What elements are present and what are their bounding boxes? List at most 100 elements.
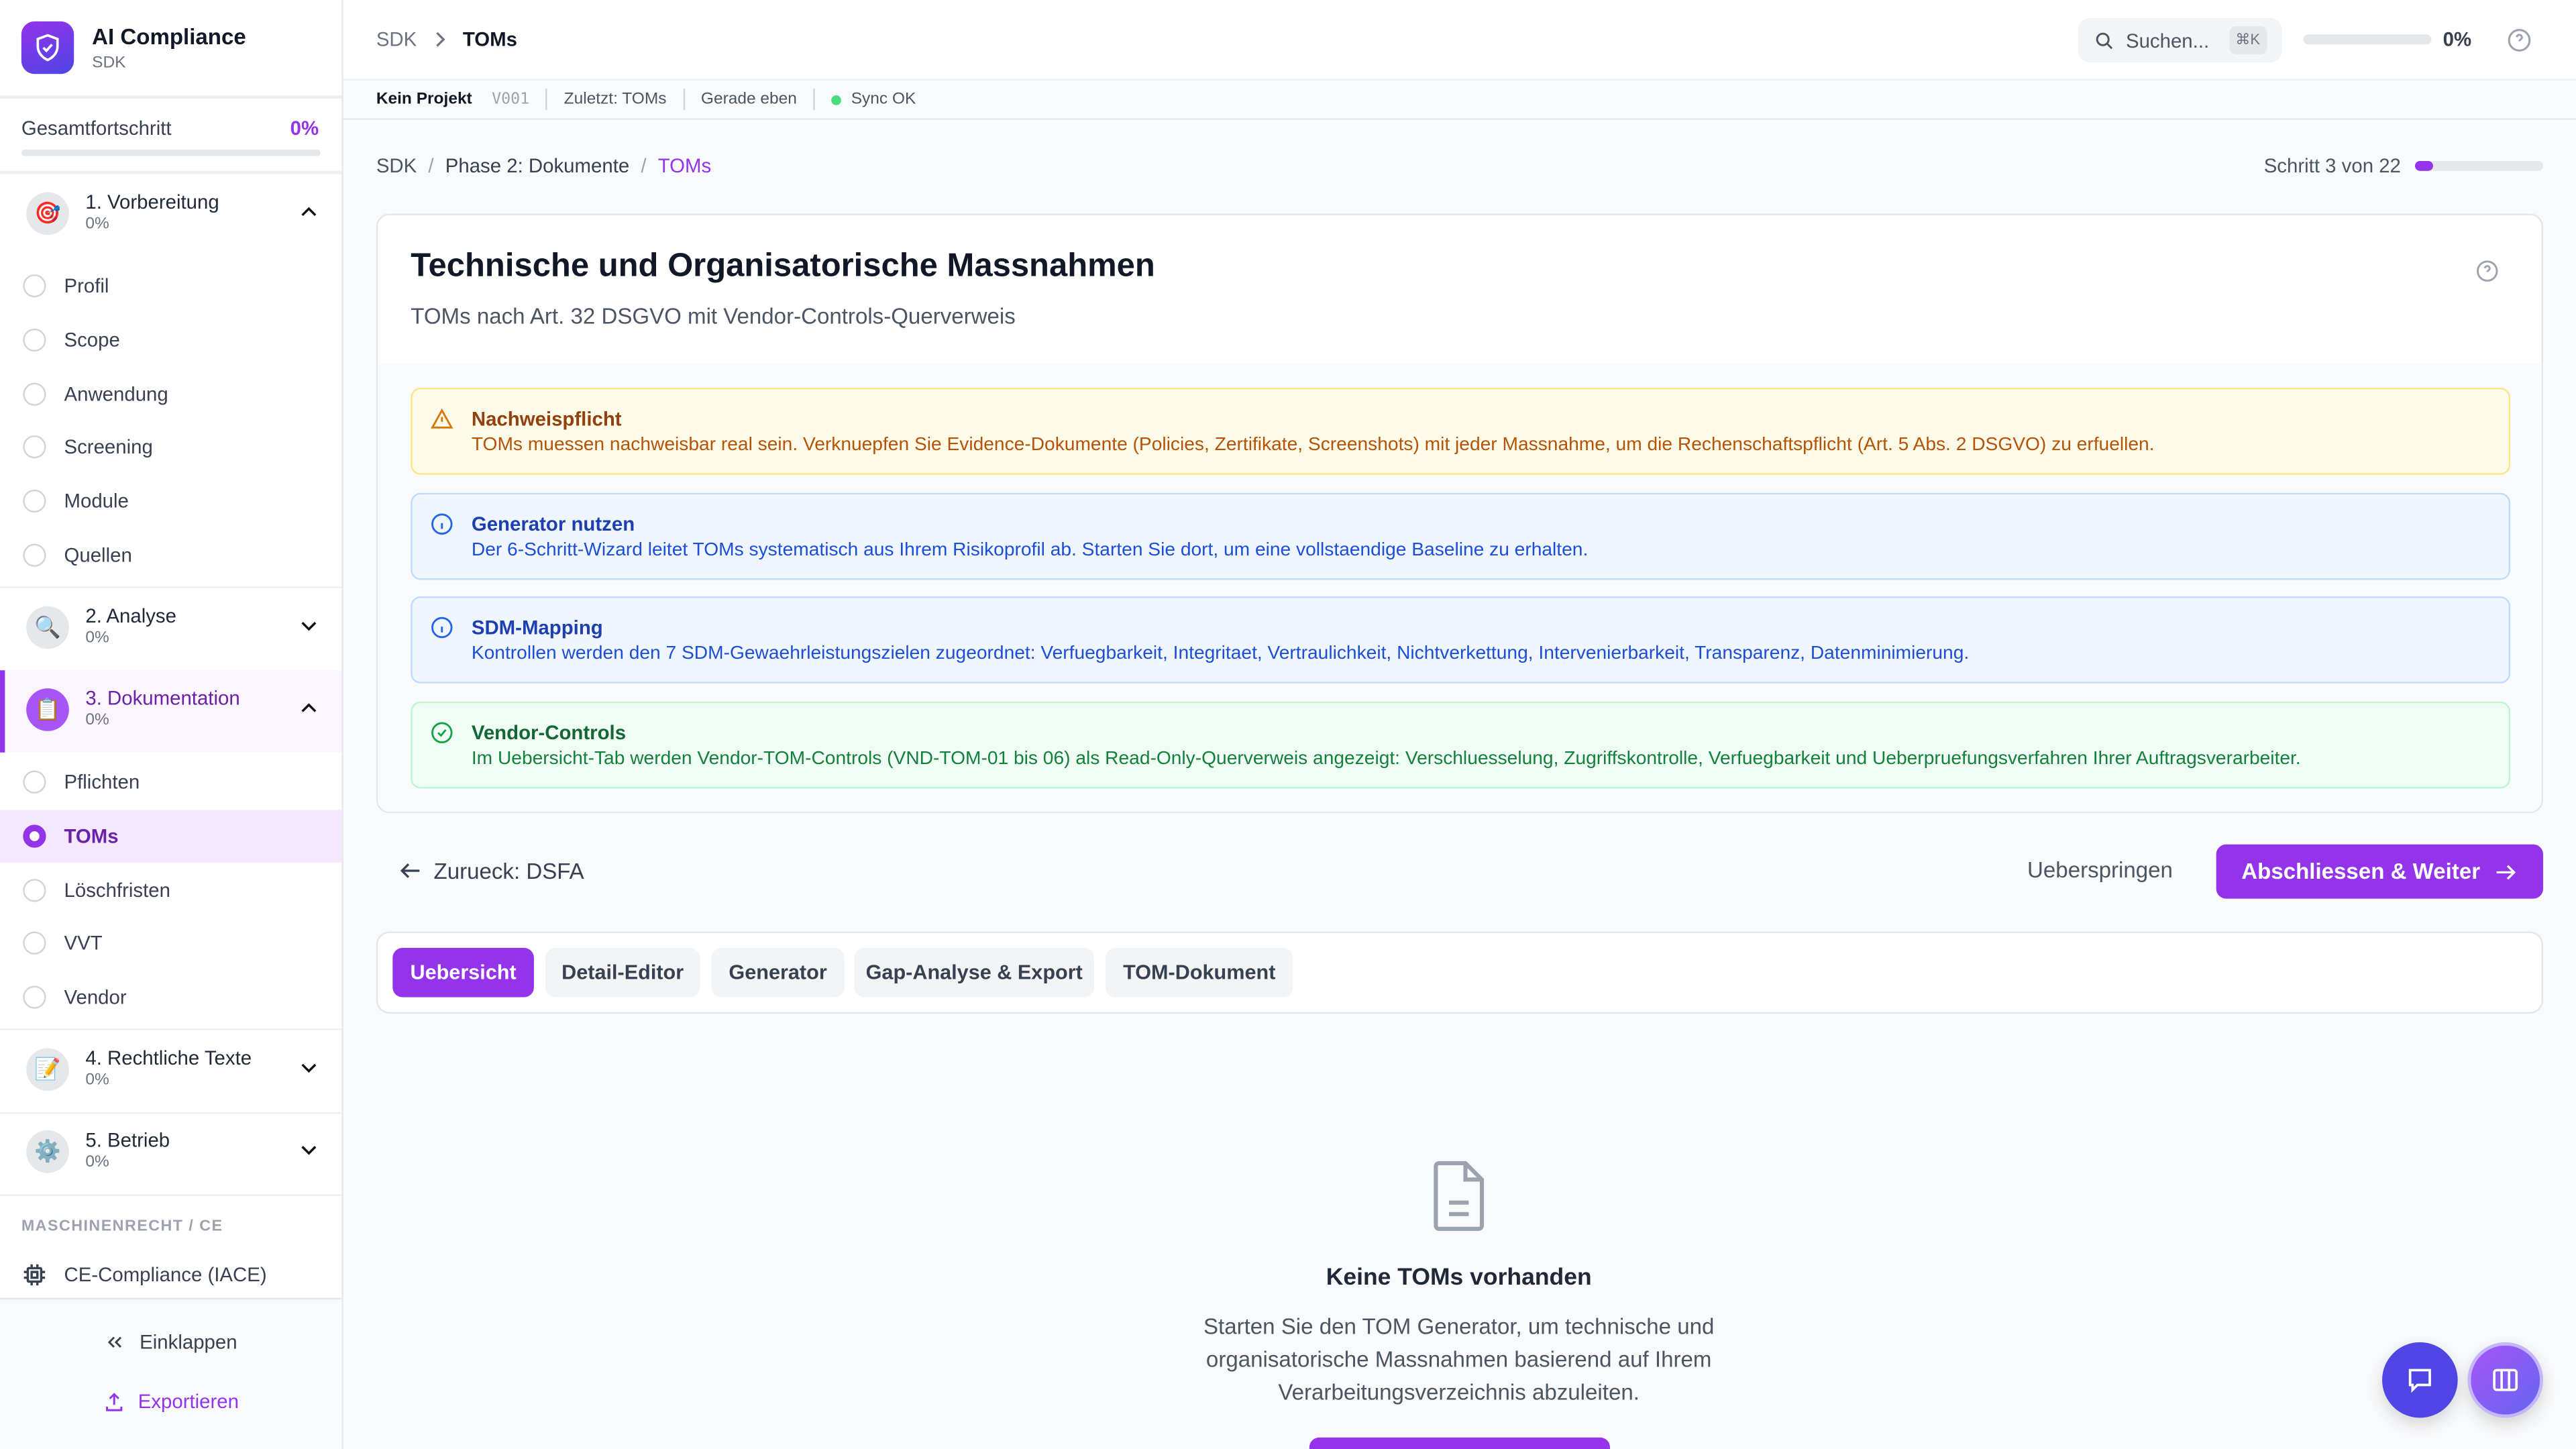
radio-icon: [23, 770, 46, 794]
chevron-up-icon: [301, 703, 317, 712]
chat-button[interactable]: [2382, 1342, 2458, 1418]
chat-icon: [2408, 1368, 2431, 1393]
collapse-button[interactable]: Einklappen: [103, 1331, 237, 1354]
tab-uebersicht[interactable]: Uebersicht: [392, 948, 534, 998]
group-label: MASCHINENRECHT / CE: [21, 1217, 223, 1236]
section-betrieb[interactable]: ⚙️ 5. Betrieb 0%: [0, 1112, 341, 1194]
app-subtitle: SDK: [92, 54, 126, 72]
sync-status: Sync OK: [851, 90, 916, 109]
chevron-right-icon: [435, 32, 445, 47]
overall-progress-bar: [21, 149, 321, 156]
back-label: Zurueck: DSFA: [433, 858, 584, 883]
app-title: AI Compliance: [92, 24, 246, 50]
search-icon: [2096, 32, 2113, 49]
section-label: 4. Rechtliche Texte: [85, 1046, 252, 1070]
search-input[interactable]: Suchen... ⌘K: [2078, 17, 2282, 63]
section-label: 5. Betrieb: [85, 1128, 170, 1152]
section-rechtliche-texte[interactable]: 📝 4. Rechtliche Texte 0%: [0, 1030, 341, 1112]
nav-item-label: VVT: [64, 931, 103, 955]
page-subtitle: TOMs nach Art. 32 DSGVO mit Vendor-Contr…: [411, 304, 1016, 329]
gear-icon: ⚙️: [26, 1130, 69, 1173]
section-progress: 0%: [85, 215, 109, 233]
chip-icon: [23, 1264, 46, 1286]
nav-item-module[interactable]: Module: [0, 475, 341, 527]
alert-text: TOMs muessen nachweisbar real sein. Verk…: [471, 435, 2155, 455]
section-label: 1. Vorbereitung: [85, 191, 219, 214]
warning-icon: [431, 408, 453, 429]
export-label: Exportieren: [138, 1389, 239, 1413]
section-dokumentation[interactable]: 📋 3. Dokumentation 0%: [0, 670, 342, 753]
nav-item-toms[interactable]: TOMs: [0, 810, 342, 863]
clipboard-icon: 📋: [26, 688, 69, 731]
breadcrumb-sdk[interactable]: SDK: [376, 154, 417, 178]
export-button[interactable]: Exportieren: [103, 1390, 239, 1413]
chevron-down-icon: [301, 621, 317, 631]
empty-text-line: Verarbeitungsverzeichnis abzuleiten.: [1278, 1380, 1640, 1405]
shortcut-badge: ⌘K: [2229, 26, 2267, 54]
alert-title: Nachweispflicht: [471, 407, 622, 431]
alert-title: SDM-Mapping: [471, 616, 603, 639]
help-icon[interactable]: [2476, 260, 2499, 282]
breadcrumb-sdk[interactable]: SDK: [376, 28, 417, 51]
section-progress: 0%: [85, 629, 109, 647]
step-progress-fill: [2415, 161, 2432, 171]
status-bar: Kein Projekt V001 Zuletzt: TOMs Gerade e…: [343, 80, 2576, 120]
empty-text-line: Starten Sie den TOM Generator, um techni…: [1203, 1314, 1715, 1339]
tabs-card: [376, 931, 2544, 1014]
alert-vendor-controls: Vendor-Controls Im Uebersicht-Tab werden…: [411, 701, 2511, 789]
nav-item-ce-compliance[interactable]: CE-Compliance (IACE): [0, 1254, 341, 1297]
breadcrumb-phase[interactable]: Phase 2: Dokumente: [445, 154, 630, 178]
page-breadcrumb: SDK / Phase 2: Dokumente / TOMs: [376, 154, 712, 178]
section-vorbereitung[interactable]: 🎯 1. Vorbereitung 0%: [0, 174, 341, 256]
nav-item-label: Löschfristen: [64, 879, 170, 902]
section-progress: 0%: [85, 711, 109, 730]
nav-item-anwendung[interactable]: Anwendung: [0, 368, 341, 421]
overall-progress-value: 0%: [290, 116, 319, 140]
nav-item-quellen[interactable]: Quellen: [0, 529, 341, 582]
radio-icon: [23, 931, 46, 955]
header-breadcrumb: SDK TOMs: [376, 28, 517, 51]
chevron-up-icon: [301, 207, 317, 217]
chevrons-left-icon: [107, 1336, 122, 1348]
check-circle-icon: [431, 722, 453, 743]
help-icon[interactable]: [2507, 28, 2532, 53]
tab-generator[interactable]: Generator: [711, 948, 845, 998]
header-progress-bar: [2303, 34, 2432, 45]
search-placeholder: Suchen...: [2125, 28, 2210, 52]
tab-tom-dokument[interactable]: TOM-Dokument: [1106, 948, 1293, 998]
nav-item-screening[interactable]: Screening: [0, 421, 341, 473]
radio-selected-icon: [23, 824, 46, 848]
nav-item-loeschfristen[interactable]: Löschfristen: [0, 864, 341, 916]
step-label: Schritt 3 von 22: [2263, 154, 2401, 178]
section-analyse[interactable]: 🔍 2. Analyse 0%: [0, 588, 341, 670]
nav-item-pflichten[interactable]: Pflichten: [0, 756, 341, 808]
complete-next-button[interactable]: Abschliessen & Weiter: [2216, 844, 2544, 899]
breadcrumb-current: TOMs: [462, 28, 517, 51]
radio-icon: [23, 435, 46, 459]
tab-detail-editor[interactable]: Detail-Editor: [545, 948, 700, 998]
last-saved: Gerade eben: [700, 90, 797, 109]
section-progress: 0%: [85, 1153, 109, 1172]
skip-button[interactable]: Ueberspringen: [2027, 857, 2173, 883]
document-icon: [1434, 1161, 1485, 1231]
nav-item-label: Screening: [64, 435, 153, 459]
nav-item-label: Profil: [64, 274, 109, 298]
radio-icon: [23, 985, 46, 1009]
nav-item-label: Module: [64, 489, 129, 513]
alert-title: Vendor-Controls: [471, 721, 627, 745]
nav-item-scope[interactable]: Scope: [0, 314, 341, 366]
start-generator-button[interactable]: [1309, 1437, 1611, 1449]
nav-item-label: Scope: [64, 328, 120, 352]
alert-text: Kontrollen werden den 7 SDM-Gewaehrleist…: [471, 644, 1970, 664]
panel-toggle-button[interactable]: [2467, 1342, 2544, 1418]
page-title: Technische und Organisatorische Massnahm…: [411, 248, 1155, 284]
nav-item-vendor[interactable]: Vendor: [0, 971, 341, 1023]
columns-icon: [2493, 1368, 2518, 1391]
alert-text: Im Uebersicht-Tab werden Vendor-TOM-Cont…: [471, 749, 2301, 769]
tab-gap-analyse-export[interactable]: Gap-Analyse & Export: [854, 948, 1095, 998]
nav-item-profil[interactable]: Profil: [0, 260, 341, 312]
header-progress-value: 0%: [2443, 28, 2472, 51]
nav-item-vvt[interactable]: VVT: [0, 917, 341, 969]
back-button[interactable]: Zurueck: DSFA: [398, 857, 584, 883]
alert-sdm-mapping: SDM-Mapping Kontrollen werden den 7 SDM-…: [411, 596, 2511, 684]
